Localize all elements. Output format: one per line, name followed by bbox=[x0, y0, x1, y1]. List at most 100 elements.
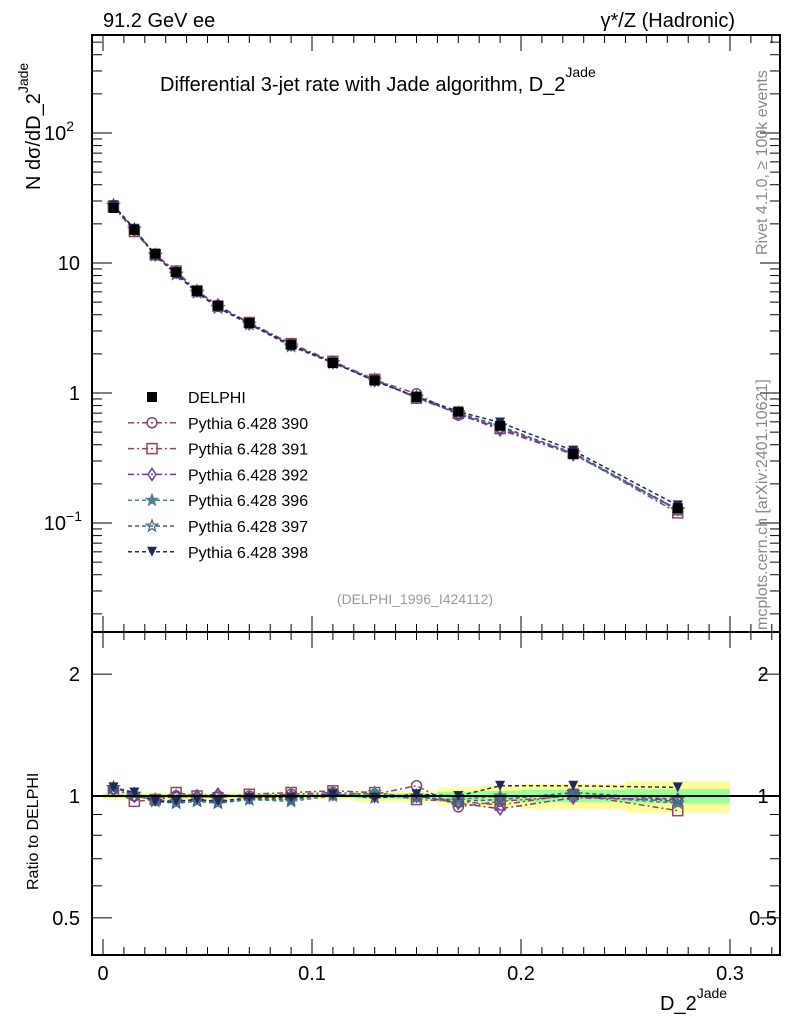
ratio-point bbox=[212, 796, 223, 807]
ratio-point bbox=[672, 782, 683, 793]
ratio-y-tick-label: 1 bbox=[757, 786, 768, 808]
legend-item: Pythia 6.428 391 bbox=[128, 442, 308, 459]
y-tick-label-base: 10 bbox=[44, 513, 66, 535]
ratio-point bbox=[492, 791, 508, 806]
y-tick-label-exp: 2 bbox=[66, 118, 74, 134]
ratio-y-tick-label: 0.5 bbox=[52, 908, 80, 930]
y-tick-label: 102 bbox=[44, 118, 74, 145]
plot-title-sup: Jade bbox=[565, 64, 596, 80]
ratio-point bbox=[327, 789, 338, 800]
legend-item: Pythia 6.428 397 bbox=[128, 518, 308, 536]
legend-label: Pythia 6.428 398 bbox=[188, 545, 308, 562]
analysis-id: (DELPHI_1996_I424112) bbox=[337, 591, 493, 607]
ratio-point bbox=[494, 799, 506, 811]
ratio-line bbox=[113, 785, 678, 803]
series-line bbox=[112, 204, 679, 510]
ratio-point bbox=[411, 789, 422, 800]
data-point bbox=[568, 448, 579, 459]
header-energy: 91.2 GeV ee bbox=[103, 10, 215, 32]
ratio-y-tick-label: 2 bbox=[757, 664, 768, 686]
y-tick-label: 1 bbox=[69, 383, 80, 405]
ratio-point bbox=[450, 793, 466, 808]
ratio-point bbox=[171, 796, 182, 807]
data-point bbox=[411, 392, 422, 403]
x-tick-label: 0.2 bbox=[507, 963, 535, 985]
legend-label: DELPHI bbox=[188, 390, 246, 407]
data-point bbox=[108, 202, 119, 213]
y-axis-label-sup: Jade bbox=[15, 63, 31, 94]
ratio-point bbox=[150, 796, 161, 807]
ratio-point bbox=[495, 801, 506, 817]
main-plot-series bbox=[106, 197, 686, 519]
legend-item: Pythia 6.428 390 bbox=[128, 416, 308, 433]
legend-marker bbox=[147, 467, 157, 482]
legend: DELPHI Pythia 6.428 390 Pythia 6.428 391 Py… bbox=[128, 390, 308, 562]
data-point bbox=[453, 406, 464, 417]
ratio-y-tick-label: 0.5 bbox=[749, 908, 777, 930]
x-axis-label: D_2Jade bbox=[660, 985, 727, 1015]
data-point bbox=[286, 339, 297, 350]
data-point bbox=[244, 318, 255, 329]
ratio-point bbox=[568, 780, 579, 791]
legend-label: Pythia 6.428 391 bbox=[188, 442, 308, 459]
legend-marker bbox=[147, 392, 157, 402]
plot-title-main: Differential 3-jet rate with Jade algori… bbox=[160, 74, 565, 96]
ratio-point bbox=[192, 794, 203, 805]
series-398 bbox=[108, 200, 683, 511]
data-point bbox=[212, 300, 223, 311]
y-tick-label-base: 10 bbox=[44, 123, 66, 145]
x-tick-label: 0.3 bbox=[716, 963, 744, 985]
rivet-version-text: Rivet 4.1.0, ≥ 100k events bbox=[754, 70, 771, 255]
ratio-plot-series bbox=[106, 779, 686, 817]
legend-label: Pythia 6.428 390 bbox=[188, 416, 308, 433]
ratio-line bbox=[113, 784, 678, 808]
data-point bbox=[129, 224, 140, 235]
ratio-point bbox=[108, 782, 119, 793]
header-process: γ*/Z (Hadronic) bbox=[601, 10, 735, 32]
ratio-plot-frame bbox=[91, 631, 781, 956]
x-axis-label-main: D_2 bbox=[660, 993, 697, 1015]
x-axis-label-sup: Jade bbox=[697, 985, 728, 1001]
legend-marker bbox=[144, 492, 160, 507]
ratio-line bbox=[113, 786, 678, 804]
ratio-point bbox=[129, 787, 140, 798]
data-point bbox=[369, 375, 380, 386]
y-tick-label: 10 bbox=[58, 253, 80, 275]
legend-marker bbox=[146, 417, 158, 429]
x-tick-label: 0.1 bbox=[298, 963, 326, 985]
mcplots-reference-text: mcplots.cern.ch [arXiv:2401.10621] bbox=[754, 379, 771, 630]
legend-label: Pythia 6.428 397 bbox=[188, 519, 308, 536]
ratio-point bbox=[495, 780, 506, 791]
series-delphi bbox=[108, 202, 683, 514]
series-line bbox=[112, 204, 679, 507]
series-line bbox=[112, 204, 679, 512]
data-point bbox=[150, 248, 161, 259]
legend-marker bbox=[147, 546, 157, 557]
legend-item: DELPHI bbox=[147, 390, 246, 407]
data-point bbox=[192, 285, 203, 296]
plot-title: Differential 3-jet rate with Jade algori… bbox=[160, 64, 596, 96]
legend-marker bbox=[146, 442, 158, 455]
y-tick-label-base: 1 bbox=[69, 383, 80, 405]
data-point bbox=[327, 358, 338, 369]
legend-item: Pythia 6.428 398 bbox=[128, 545, 308, 562]
y-tick-label: 10−1 bbox=[44, 508, 82, 535]
legend-label: Pythia 6.428 396 bbox=[188, 493, 308, 510]
x-tick-label: 0 bbox=[97, 963, 108, 985]
legend-item: Pythia 6.428 392 bbox=[128, 467, 308, 484]
legend-marker bbox=[144, 518, 160, 533]
main-plot-frame bbox=[91, 34, 781, 633]
y-axis-label-main: N dσ/dD_2 bbox=[23, 93, 45, 190]
data-point bbox=[495, 420, 506, 431]
y-tick-label-exp: −1 bbox=[66, 508, 82, 524]
axis-ticks bbox=[92, 35, 780, 955]
ratio-axis-label: Ratio to DELPHI bbox=[25, 773, 42, 890]
y-axis-label: N dσ/dD_2Jade bbox=[15, 63, 45, 190]
legend-item: Pythia 6.428 396 bbox=[128, 492, 308, 510]
data-point bbox=[171, 267, 182, 278]
y-tick-label-base: 10 bbox=[58, 253, 80, 275]
ratio-y-tick-label: 1 bbox=[69, 786, 80, 808]
ratio-point bbox=[670, 791, 686, 806]
